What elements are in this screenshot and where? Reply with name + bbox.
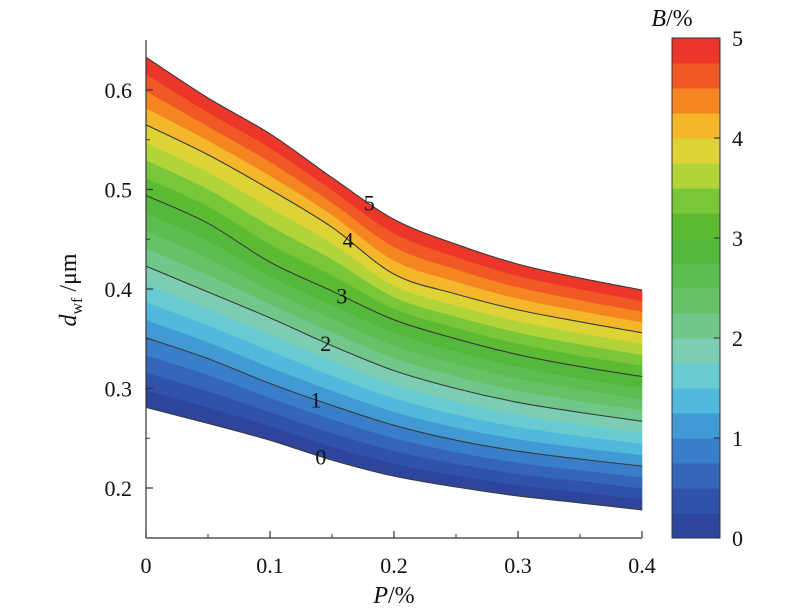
colorbar-band [672, 88, 720, 114]
filled-contour-bands [145, 56, 643, 511]
contour-line-4 [145, 124, 643, 334]
x-tick-label: 0 [141, 553, 152, 578]
contour-label-4: 4 [343, 227, 354, 252]
colorbar-band [672, 388, 720, 414]
colorbar-band [672, 288, 720, 314]
contour-line-3 [145, 194, 643, 378]
contour-label-5: 5 [364, 191, 375, 216]
colorbar-tick-label: 2 [732, 326, 743, 351]
colorbar-band [672, 138, 720, 164]
colorbar-band [672, 463, 720, 489]
contour-lines [145, 56, 643, 511]
contour-line-2 [145, 265, 643, 422]
x-axis-ticks: 0 0.1 0.2 0.3 0.4 [141, 531, 656, 578]
y-tick-label: 0.4 [105, 277, 133, 302]
colorbar-band [672, 513, 720, 539]
colorbar-ticks: 0 1 2 3 4 5 [714, 26, 743, 551]
y-axis-ticks: 0.2 0.3 0.4 0.5 0.6 [105, 78, 153, 501]
contour-label-1: 1 [310, 388, 321, 413]
colorbar-band [672, 213, 720, 239]
colorbar-band [672, 63, 720, 89]
colorbar-tick-label: 4 [732, 126, 743, 151]
contour-labels: 0 1 23 45 [310, 191, 374, 470]
colorbar-band [672, 238, 720, 264]
colorbar-title: B/% [651, 6, 692, 32]
colorbar-frame [671, 37, 721, 539]
colorbar-band [672, 488, 720, 514]
colorbar-tick-label: 3 [732, 226, 743, 251]
colorbar-band [672, 363, 720, 389]
colorbar-band [672, 188, 720, 214]
contour-label-0: 0 [315, 445, 326, 470]
x-axis-title: P/% [372, 583, 414, 609]
y-tick-label: 0.5 [105, 178, 133, 203]
contour-label-2: 2 [320, 331, 331, 356]
colorbar-tick-label: 0 [732, 526, 743, 551]
colorbar-band [672, 38, 720, 64]
x-tick-label: 0.1 [256, 553, 284, 578]
colorbar-band [672, 313, 720, 339]
x-tick-label: 0.4 [628, 553, 656, 578]
x-tick-label: 0.3 [504, 553, 532, 578]
colorbar-band [672, 113, 720, 139]
y-axis-title: dwf /μm [56, 253, 86, 326]
colorbar-band [672, 338, 720, 364]
contour-line-0 [145, 406, 643, 511]
contour-line-1 [145, 337, 643, 467]
contour-label-3: 3 [336, 284, 347, 309]
x-tick-label: 0.2 [380, 553, 408, 578]
colorbar-band [672, 163, 720, 189]
colorbar-band [672, 413, 720, 439]
colorbar-tick-label: 5 [732, 26, 743, 51]
colorbar-band [672, 438, 720, 464]
colorbar-bands [671, 37, 721, 539]
y-tick-label: 0.2 [105, 476, 133, 501]
colorbar-tick-label: 1 [732, 426, 743, 451]
colorbar-band [672, 263, 720, 289]
y-tick-label: 0.6 [105, 78, 133, 103]
contour-line-5 [145, 56, 643, 291]
y-tick-label: 0.3 [105, 377, 133, 402]
